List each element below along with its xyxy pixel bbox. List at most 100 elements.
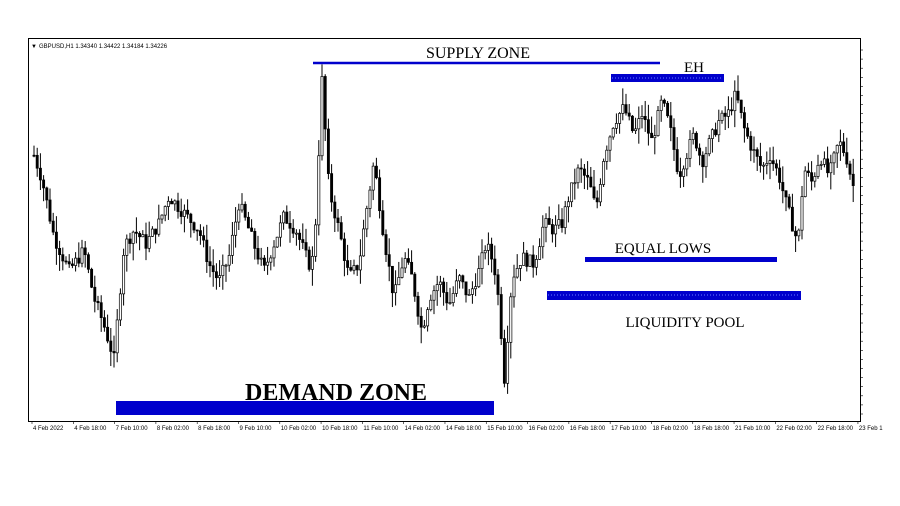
time-tick-label: 17 Feb 10:00 — [611, 426, 647, 432]
candle-body — [134, 231, 138, 234]
candle-body — [32, 154, 36, 157]
time-tick-label: 18 Feb 02:00 — [652, 426, 688, 432]
candle-body — [838, 141, 842, 146]
candle-body — [691, 132, 695, 140]
candle — [224, 263, 228, 282]
candle-body — [787, 196, 791, 208]
candle — [170, 198, 174, 205]
candle-body — [509, 296, 513, 343]
candle — [771, 146, 775, 171]
candle — [637, 106, 641, 144]
candle-body — [461, 275, 465, 283]
time-tick-label: 15 Feb 10:00 — [487, 426, 523, 432]
candle — [758, 142, 762, 173]
candle-body — [317, 155, 321, 226]
candle — [317, 140, 321, 236]
candle — [211, 249, 215, 287]
candle-body — [822, 158, 826, 165]
candle — [253, 228, 257, 260]
candle — [566, 196, 570, 223]
candle-body — [678, 171, 682, 177]
candle — [666, 100, 670, 118]
candle-body — [806, 170, 810, 174]
candle — [464, 281, 468, 303]
candle — [282, 210, 286, 230]
candle-body — [70, 263, 74, 266]
candle — [301, 223, 305, 250]
candle — [557, 204, 561, 230]
candle-body — [755, 149, 759, 157]
candle-body — [138, 232, 142, 238]
candle — [106, 314, 110, 344]
candle-body — [67, 261, 71, 265]
candle-body — [496, 274, 500, 295]
candle-body — [272, 246, 276, 259]
candle — [608, 135, 612, 162]
candle — [544, 213, 548, 243]
candle-body — [387, 254, 391, 267]
candle-body — [515, 268, 519, 278]
time-tick-label: 22 Feb 18:00 — [818, 426, 854, 432]
candle-body — [474, 286, 478, 290]
time-tick-label: 23 Feb 1 — [859, 426, 883, 432]
candle — [688, 130, 692, 168]
candle — [397, 261, 401, 286]
candle-body — [80, 247, 84, 264]
candle — [762, 162, 766, 180]
candle — [678, 157, 682, 188]
candle — [669, 102, 673, 142]
candle-body — [342, 238, 346, 261]
candle — [61, 247, 65, 271]
candle-body — [800, 196, 804, 231]
candle — [432, 285, 436, 315]
candle — [125, 234, 129, 272]
candle-body — [477, 268, 481, 287]
candle — [806, 162, 810, 177]
candle — [278, 215, 282, 247]
candle-body — [413, 273, 417, 297]
candle-body — [774, 163, 778, 169]
candle — [218, 260, 222, 287]
candle — [794, 226, 798, 252]
symbol-menu-icon[interactable]: ▼ — [31, 44, 37, 50]
candle — [48, 188, 52, 224]
candle — [166, 196, 170, 220]
candle — [634, 117, 638, 134]
candle — [154, 228, 158, 244]
candle-body — [90, 268, 94, 288]
candle-body — [656, 110, 660, 137]
candle-body — [189, 213, 193, 223]
candle — [109, 327, 113, 367]
candle-body — [38, 167, 42, 181]
candle — [730, 97, 734, 116]
candle — [45, 186, 49, 209]
candle — [579, 158, 583, 183]
candle-body — [262, 257, 266, 266]
candle-body — [813, 176, 817, 182]
candle-body — [614, 123, 618, 129]
candle — [112, 335, 116, 368]
candle-body — [784, 190, 788, 198]
time-tick-label: 8 Feb 02:00 — [157, 426, 190, 432]
candle-body — [106, 326, 110, 342]
candle — [32, 145, 36, 158]
candle — [710, 128, 714, 153]
candle — [131, 230, 135, 261]
candle — [499, 286, 503, 346]
candle — [829, 154, 833, 190]
candle — [237, 203, 241, 230]
candle — [378, 169, 382, 219]
candle-body — [432, 290, 436, 301]
candle-body — [355, 265, 359, 271]
candle — [851, 158, 855, 203]
candle — [42, 175, 46, 202]
candle — [726, 96, 730, 129]
candle — [291, 219, 295, 238]
candle-body — [429, 299, 433, 310]
candle — [842, 133, 846, 157]
candle — [93, 275, 97, 313]
candle-body — [266, 261, 270, 266]
candle-body — [179, 211, 183, 217]
candle — [352, 259, 356, 275]
candle — [643, 100, 647, 132]
